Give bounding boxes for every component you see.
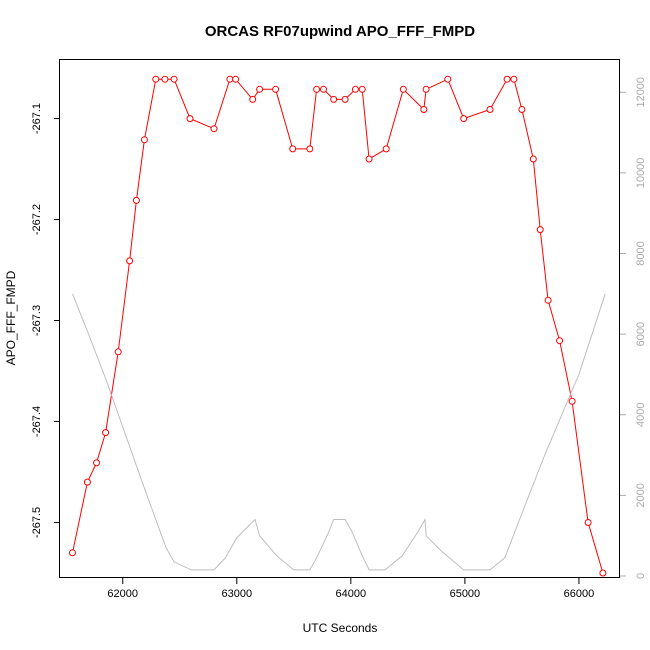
y2-tick-label: 4000 [635, 402, 647, 426]
data-point [161, 75, 169, 83]
data-point [568, 397, 576, 405]
data-point [503, 75, 511, 83]
data-point [420, 106, 428, 113]
data-point [313, 85, 321, 93]
x-axis-label: UTC Seconds [303, 621, 378, 635]
data-point [289, 145, 297, 153]
y-tick-label: -267.5 [31, 507, 43, 538]
data-point [126, 257, 134, 265]
data-point [83, 478, 91, 486]
data-point [444, 75, 452, 83]
y2-tick-label: 2000 [635, 483, 647, 507]
data-point [69, 549, 76, 557]
chart-title: ORCAS RF07upwind APO_FFF_FMPD [205, 23, 475, 40]
data-point [399, 85, 407, 93]
data-point [599, 569, 607, 577]
axes: 62000 63000 64000 65000 66000 -267.5 -267.4 -26… [31, 77, 647, 600]
x-tick-label: 64000 [336, 588, 367, 600]
data-point [249, 95, 257, 103]
data-point [232, 75, 240, 83]
y2-tick-label: 0 [635, 573, 647, 579]
x-tick-label: 63000 [221, 588, 252, 600]
data-point [306, 145, 314, 153]
data-point [486, 106, 494, 113]
y-tick-label: -267.1 [31, 103, 43, 134]
data-point [341, 95, 349, 103]
data-point [102, 429, 110, 437]
data-point [536, 226, 544, 234]
x-tick-label: 62000 [107, 588, 138, 600]
data-point [422, 85, 430, 93]
x-tick-label: 66000 [564, 588, 595, 600]
data-point [529, 155, 537, 163]
data-point [510, 75, 518, 83]
plot-area [69, 75, 607, 577]
data-point [556, 337, 564, 345]
data-point [186, 115, 194, 123]
y2-tick-label: 10000 [635, 158, 647, 189]
y-tick-label: -267.3 [31, 305, 43, 336]
data-point [358, 85, 366, 93]
data-point [320, 85, 327, 93]
data-point [226, 75, 234, 83]
data-point [544, 296, 552, 304]
y2-tick-label: 6000 [635, 322, 647, 346]
primary-series-line [72, 78, 604, 574]
y-tick-label: -267.4 [31, 406, 43, 437]
data-point [351, 85, 359, 93]
data-point [584, 519, 592, 526]
plot-frame [59, 59, 620, 578]
y-tick-label: -267.2 [31, 204, 43, 235]
data-point [114, 348, 122, 356]
data-point [210, 125, 218, 133]
data-point [382, 145, 390, 153]
data-point [518, 106, 526, 113]
secondary-series-line [72, 293, 606, 571]
data-point [460, 115, 468, 123]
data-point [365, 155, 373, 163]
data-point [170, 75, 178, 83]
y-axis-label: APO_FFF_FMPD [4, 270, 18, 365]
data-point [272, 85, 280, 93]
data-point [152, 75, 160, 83]
x-tick-label: 65000 [450, 588, 481, 600]
y2-tick-label: 8000 [635, 241, 647, 265]
data-point [256, 85, 264, 93]
data-point [132, 196, 140, 204]
data-point [93, 459, 100, 467]
data-point [330, 95, 338, 103]
y2-tick-label: 12000 [635, 77, 647, 108]
data-point [140, 136, 148, 144]
